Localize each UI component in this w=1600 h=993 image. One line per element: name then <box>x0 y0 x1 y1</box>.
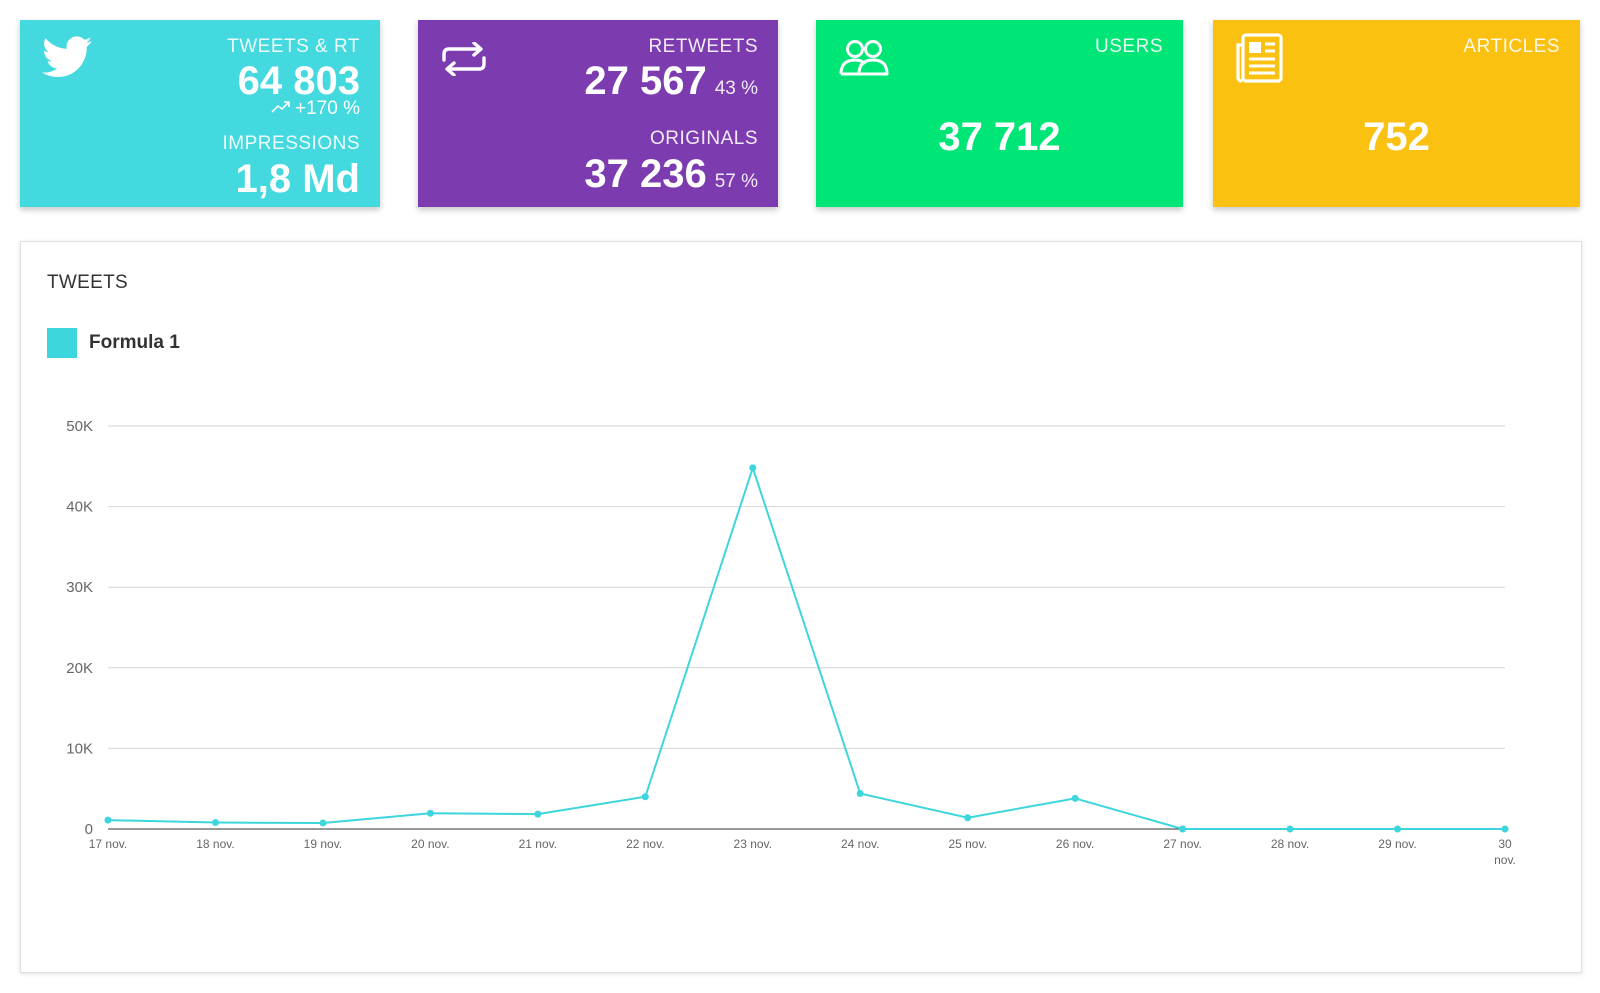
users-icon <box>838 38 890 83</box>
x-tick-label: 28 nov. <box>1271 837 1309 851</box>
x-tick-label: 30 <box>1498 837 1512 851</box>
x-tick-label: 29 nov. <box>1378 837 1416 851</box>
x-tick-label: 18 nov. <box>196 837 234 851</box>
originals-value: 37 236 <box>584 152 707 196</box>
data-point <box>426 809 434 817</box>
trend-indicator: +170 % <box>271 98 360 120</box>
retweets-percent: 43 % <box>714 78 758 99</box>
tweets-rt-value: 64 803 <box>237 59 360 103</box>
tweets-line-chart: 0 10K 20K 30K 40K 50K 17 nov. 18 nov. 19 nov. 20 … <box>66 418 1516 867</box>
y-tick-label: 10K <box>66 740 93 757</box>
data-point <box>104 816 112 824</box>
twitter-bird-icon <box>42 36 92 83</box>
tweets-rt-card: TWEETS & RT 64 803 +170 % IMPRESSIONS 1,… <box>20 20 380 207</box>
data-point <box>319 819 327 827</box>
impressions-label: IMPRESSIONS <box>222 133 360 154</box>
legend-swatch <box>47 328 77 358</box>
data-point <box>856 790 864 798</box>
data-point <box>964 814 972 822</box>
users-value: 37 712 <box>938 115 1061 159</box>
x-tick-label: nov. <box>1494 853 1516 867</box>
chart-legend[interactable]: Formula 1 <box>47 328 180 358</box>
x-tick-label: 26 nov. <box>1056 837 1094 851</box>
data-point <box>749 464 757 472</box>
impressions-value: 1,8 Md <box>235 157 360 201</box>
users-label: USERS <box>1095 36 1163 57</box>
y-tick-label: 40K <box>66 499 93 516</box>
x-tick-label: 23 nov. <box>734 837 772 851</box>
x-tick-label: 25 nov. <box>948 837 986 851</box>
x-tick-label: 20 nov. <box>411 837 449 851</box>
series-line-formula-1 <box>107 464 1505 830</box>
tweets-rt-label: TWEETS & RT <box>227 36 360 57</box>
originals-percent: 57 % <box>714 171 758 192</box>
data-point <box>1179 825 1187 833</box>
y-tick-label: 20K <box>66 660 93 677</box>
data-point <box>1071 794 1079 802</box>
x-tick-label: 17 nov. <box>89 837 127 851</box>
x-tick-label: 24 nov. <box>841 837 879 851</box>
tweets-chart-panel: TWEETS Formula 1 0 10K 20K 30K 40K 50K 17 nov.… <box>20 241 1582 973</box>
data-point <box>534 810 542 818</box>
retweets-value-row: 27 567 43 % <box>584 61 758 101</box>
x-tick-label: 19 nov. <box>304 837 342 851</box>
legend-label-formula-1: Formula 1 <box>89 332 180 353</box>
retweets-value: 27 567 <box>584 59 707 103</box>
retweets-label: RETWEETS <box>648 36 758 57</box>
y-tick-label: 0 <box>85 821 93 838</box>
data-point <box>641 793 649 801</box>
articles-value: 752 <box>1363 115 1430 159</box>
chart-title: TWEETS <box>47 272 128 293</box>
x-tick-label: 27 nov. <box>1163 837 1201 851</box>
newspaper-icon <box>1235 33 1283 88</box>
data-point <box>1394 825 1402 833</box>
x-tick-label: 21 nov. <box>519 837 557 851</box>
data-point <box>1286 825 1294 833</box>
x-tick-label: 22 nov. <box>626 837 664 851</box>
data-point <box>1501 825 1509 833</box>
users-card: USERS 37 712 <box>816 20 1183 207</box>
data-point <box>211 819 219 827</box>
trend-value: +170 % <box>295 98 360 119</box>
articles-label: ARTICLES <box>1463 36 1560 57</box>
y-tick-label: 50K <box>66 418 93 435</box>
trending-up-icon <box>271 98 291 120</box>
originals-label: ORIGINALS <box>650 128 758 149</box>
retweet-icon <box>440 41 488 81</box>
retweets-card: RETWEETS 27 567 43 % ORIGINALS 37 236 57 % <box>418 20 778 207</box>
y-tick-label: 30K <box>66 579 93 596</box>
originals-value-row: 37 236 57 % <box>584 154 758 194</box>
articles-card: ARTICLES 752 <box>1213 20 1580 207</box>
